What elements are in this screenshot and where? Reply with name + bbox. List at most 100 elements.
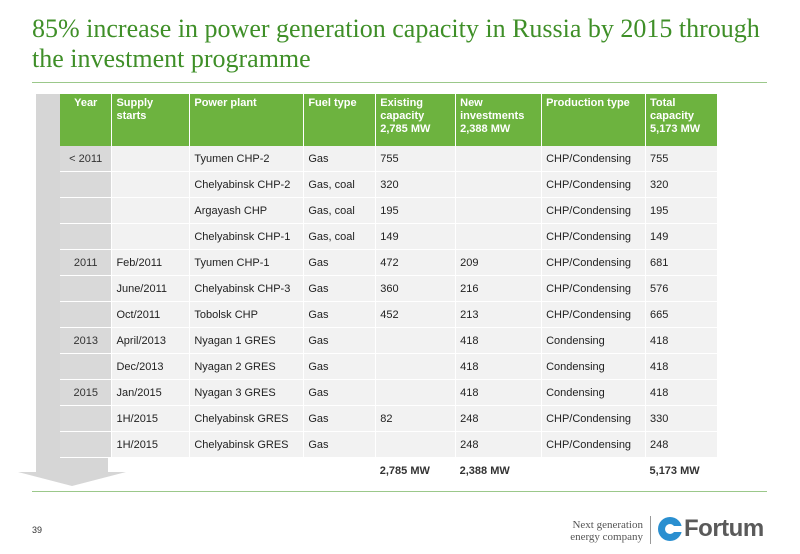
- fuel-type-cell: Gas: [303, 353, 377, 380]
- total-capacity-cell: 330: [645, 405, 718, 432]
- total-capacity-cell: 248: [645, 431, 718, 458]
- logo-text: Fortum: [684, 515, 764, 542]
- totals-spacer: [304, 458, 376, 485]
- header-existing-capacity: Existing capacity 2,785 MW: [375, 94, 457, 146]
- fuel-type-cell: Gas: [303, 301, 377, 328]
- supply-starts-cell: April/2013: [111, 327, 191, 354]
- table-row: Argayash CHP Gas, coal 195 CHP/Condensing 19…: [60, 197, 718, 224]
- new-investment-cell: 418: [455, 379, 543, 406]
- tagline-line-2: energy company: [570, 531, 643, 543]
- new-investment-cell: 213: [455, 301, 543, 328]
- total-capacity-cell: 418: [645, 353, 718, 380]
- total-capacity-cell: 681: [645, 249, 718, 276]
- power-plant-cell: Nyagan 1 GRES: [189, 327, 305, 354]
- year-cell: 2015: [60, 379, 113, 406]
- total-capacity-cell: 755: [645, 146, 718, 172]
- fuel-type-cell: Gas: [303, 275, 377, 302]
- fuel-type-cell: Gas: [303, 249, 377, 276]
- table-row: 1H/2015 Chelyabinsk GRES Gas 82 248 CHP/Conde…: [60, 405, 718, 432]
- table-row: Chelyabinsk CHP-2 Gas, coal 320 CHP/Condens…: [60, 171, 718, 198]
- power-plant-cell: Chelyabinsk CHP-1: [189, 223, 305, 250]
- fuel-type-cell: Gas: [303, 405, 377, 432]
- year-cell: [60, 405, 113, 432]
- existing-capacity-cell: [375, 431, 457, 458]
- logo-divider: [650, 516, 651, 544]
- title-divider: [32, 82, 767, 83]
- new-investment-cell: 209: [455, 249, 543, 276]
- existing-capacity-cell: [375, 379, 457, 406]
- fortum-logo: Fortum: [656, 514, 764, 544]
- header-total-capacity: Total capacity 5,173 MW: [645, 94, 718, 146]
- supply-starts-cell: June/2011: [111, 275, 191, 302]
- fuel-type-cell: Gas, coal: [303, 171, 377, 198]
- production-type-cell: CHP/Condensing: [541, 301, 647, 328]
- total-capacity-cell: 195: [645, 197, 718, 224]
- totals-spacer: [190, 458, 304, 485]
- year-cell: [60, 431, 113, 458]
- header-year: Year: [60, 94, 113, 146]
- power-plant-cell: Tobolsk CHP: [189, 301, 305, 328]
- year-cell: 2011: [60, 249, 113, 276]
- existing-capacity-cell: 360: [375, 275, 457, 302]
- year-cell: [60, 197, 113, 224]
- page-title: 85% increase in power generation capacit…: [32, 14, 760, 73]
- supply-starts-cell: [111, 171, 191, 198]
- header-fuel-type: Fuel type: [303, 94, 377, 146]
- production-type-cell: Condensing: [541, 353, 647, 380]
- totals-spacer: [542, 458, 646, 485]
- production-type-cell: CHP/Condensing: [541, 197, 647, 224]
- supply-starts-cell: Jan/2015: [111, 379, 191, 406]
- tagline-line-1: Next generation: [572, 519, 643, 531]
- table-row: Chelyabinsk CHP-1 Gas, coal 149 CHP/Condens…: [60, 223, 718, 250]
- fuel-type-cell: Gas: [303, 327, 377, 354]
- fuel-type-cell: Gas: [303, 379, 377, 406]
- tagline: Next generation energy company: [553, 519, 643, 543]
- year-cell: [60, 275, 113, 302]
- supply-starts-cell: 1H/2015: [111, 431, 191, 458]
- existing-capacity-cell: 195: [375, 197, 457, 224]
- power-plant-cell: Chelyabinsk CHP-3: [189, 275, 305, 302]
- production-type-cell: CHP/Condensing: [541, 146, 647, 172]
- year-cell: [60, 171, 113, 198]
- supply-starts-cell: [111, 197, 191, 224]
- new-investment-cell: 248: [455, 405, 543, 432]
- total-capacity-cell: 665: [645, 301, 718, 328]
- supply-starts-cell: Oct/2011: [111, 301, 191, 328]
- existing-capacity-cell: 149: [375, 223, 457, 250]
- production-type-cell: Condensing: [541, 379, 647, 406]
- footer-divider: [32, 491, 767, 492]
- fuel-type-cell: Gas: [303, 146, 377, 172]
- header-production-type: Production type: [541, 94, 647, 146]
- existing-capacity-cell: 452: [375, 301, 457, 328]
- total-capacity-cell: 418: [645, 379, 718, 406]
- supply-starts-cell: Dec/2013: [111, 353, 191, 380]
- production-type-cell: CHP/Condensing: [541, 171, 647, 198]
- new-investment-cell: 418: [455, 327, 543, 354]
- existing-capacity-cell: 82: [375, 405, 457, 432]
- supply-starts-cell: [111, 223, 191, 250]
- existing-capacity-cell: 472: [375, 249, 457, 276]
- new-investment-cell: [455, 197, 543, 224]
- new-investment-cell: [455, 223, 543, 250]
- supply-starts-cell: [111, 146, 191, 172]
- production-type-cell: CHP/Condensing: [541, 405, 647, 432]
- fuel-type-cell: Gas, coal: [303, 223, 377, 250]
- year-cell: [60, 301, 113, 328]
- power-plant-cell: Nyagan 3 GRES: [189, 379, 305, 406]
- timeline-arrow-head: [18, 472, 126, 486]
- table-row: Dec/2013 Nyagan 2 GRES Gas 418 Condensing 418: [60, 353, 718, 380]
- totals-spacer: [112, 458, 190, 485]
- year-cell: [60, 353, 113, 380]
- total-capacity-cell: 576: [645, 275, 718, 302]
- fortum-logo-icon: [658, 517, 682, 541]
- header-power-plant: Power plant: [189, 94, 305, 146]
- existing-capacity-cell: 320: [375, 171, 457, 198]
- year-cell: < 2011: [60, 146, 113, 172]
- new-investment-cell: [455, 146, 543, 172]
- table-row: < 2011 Tyumen CHP-2 Gas 755 CHP/Condensing 75…: [60, 146, 718, 172]
- power-plant-cell: Chelyabinsk GRES: [189, 431, 305, 458]
- production-type-cell: CHP/Condensing: [541, 223, 647, 250]
- power-plant-cell: Argayash CHP: [189, 197, 305, 224]
- power-plant-cell: Chelyabinsk GRES: [189, 405, 305, 432]
- total-capacity-cell: 320: [645, 171, 718, 198]
